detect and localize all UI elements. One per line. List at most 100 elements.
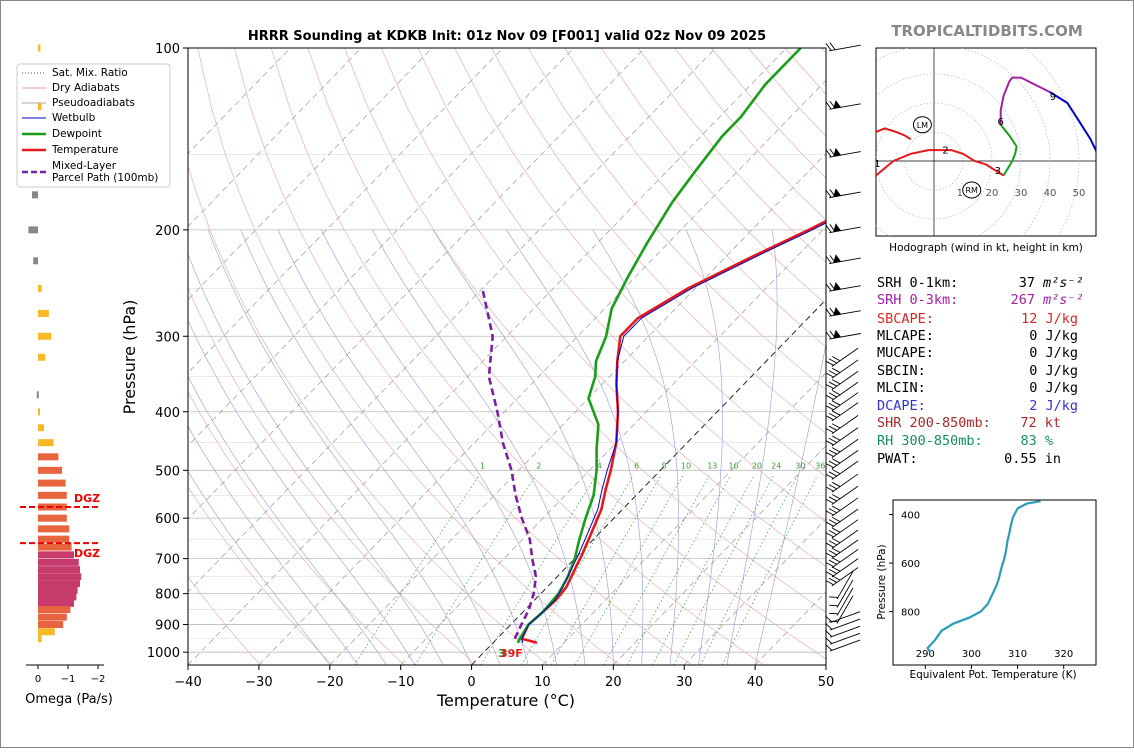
hodograph-height-label: 6 bbox=[998, 117, 1004, 128]
shr-value: 72 kt bbox=[1020, 415, 1061, 431]
mlcape-value: 0 J/kg bbox=[1029, 328, 1078, 344]
mixing-ratio-label: 20 bbox=[752, 461, 762, 470]
srh03-label: SRH 0-3km: bbox=[877, 292, 958, 308]
x-tick-label: 40 bbox=[747, 675, 764, 690]
omega-bar bbox=[38, 600, 74, 607]
y-tick-label: 200 bbox=[155, 224, 180, 239]
omega-bar bbox=[38, 45, 40, 52]
legend: Sat. Mix. Ratio Dry Adiabats Pseudoadiab… bbox=[17, 64, 170, 187]
srh01-unit: m²s⁻² bbox=[1042, 275, 1084, 291]
omega-bar bbox=[38, 566, 80, 573]
omega-bar bbox=[38, 559, 79, 566]
omega-bar bbox=[37, 391, 39, 398]
theta-e-x-label: Equivalent Pot. Temperature (K) bbox=[909, 669, 1076, 681]
omega-bar bbox=[38, 614, 67, 621]
mlcin-label: MLCIN: bbox=[877, 380, 926, 396]
legend-dry-adiabats: Dry Adiabats bbox=[52, 82, 120, 94]
y-axis-label: Pressure (hPa) bbox=[120, 300, 139, 415]
rh-value: 83 % bbox=[1020, 433, 1053, 449]
theta-e-y-label: Pressure (hPa) bbox=[876, 544, 888, 619]
srh03-value: 267 bbox=[1011, 292, 1035, 308]
omega-bar bbox=[38, 515, 67, 522]
chart-title: HRRR Sounding at KDKB Init: 01z Nov 09 [… bbox=[248, 29, 766, 44]
mucape-label: MUCAPE: bbox=[877, 345, 934, 361]
mixing-ratio-label: 13 bbox=[707, 461, 717, 470]
brand-watermark: TROPICALTIDBITS.COM bbox=[891, 22, 1083, 40]
omega-bar bbox=[38, 480, 66, 487]
y-tick-label: 500 bbox=[155, 464, 180, 479]
theta-e-x-tick-label: 290 bbox=[916, 649, 935, 660]
legend-parcel-line: Mixed-Layer bbox=[52, 160, 117, 172]
mucape-value: 0 J/kg bbox=[1029, 345, 1078, 361]
x-axis-label: Temperature (°C) bbox=[436, 691, 575, 710]
storm-motion-label: LM bbox=[917, 121, 928, 130]
y-tick-label: 700 bbox=[155, 553, 180, 568]
omega-bar bbox=[38, 467, 62, 474]
omega-bar bbox=[28, 226, 38, 233]
dcape-value: 2 J/kg bbox=[1029, 398, 1078, 414]
omega-bar bbox=[38, 453, 58, 460]
omega-bar bbox=[38, 439, 54, 446]
hodograph-frame bbox=[876, 48, 1096, 236]
mixing-ratio-label: 30 bbox=[795, 461, 805, 470]
y-tick-label: 1000 bbox=[147, 646, 180, 661]
sbcape-value: 12 J/kg bbox=[1021, 311, 1078, 327]
sbcape-label: SBCAPE: bbox=[877, 311, 934, 327]
omega-bar bbox=[38, 492, 67, 499]
omega-bar bbox=[38, 580, 80, 587]
srh03-unit: m²s⁻² bbox=[1042, 292, 1084, 308]
hodograph-ring-label: 20 bbox=[986, 188, 999, 199]
omega-bar bbox=[38, 544, 72, 551]
hodograph-ring-label: 50 bbox=[1073, 188, 1086, 199]
y-tick-label: 600 bbox=[155, 512, 180, 527]
omega-tick-label: 0 bbox=[35, 674, 41, 685]
x-tick-label: −40 bbox=[174, 675, 201, 690]
legend-parcel-line: Parcel Path (100mb) bbox=[52, 172, 158, 184]
x-tick-label: 0 bbox=[467, 675, 475, 690]
omega-bar bbox=[38, 333, 51, 340]
x-tick-label: −10 bbox=[387, 675, 414, 690]
srh01-label: SRH 0-1km: bbox=[877, 275, 958, 291]
x-tick-label: −20 bbox=[316, 675, 343, 690]
hodograph-height-label: 2 bbox=[942, 145, 948, 156]
hodograph-height-label: 3 bbox=[995, 166, 1001, 177]
sbcin-value: 0 J/kg bbox=[1029, 363, 1078, 379]
omega-tick-label: −1 bbox=[61, 674, 76, 685]
hodograph-ring-label: 40 bbox=[1044, 188, 1057, 199]
y-tick-label: 900 bbox=[155, 619, 180, 634]
omega-bar bbox=[38, 587, 78, 594]
pwat-value: 0.55 in bbox=[1004, 451, 1061, 467]
legend-mix-ratio: Sat. Mix. Ratio bbox=[52, 67, 128, 79]
surface-temperature-label: 39F bbox=[500, 647, 523, 660]
mixing-ratio-label: 6 bbox=[634, 461, 639, 470]
hodograph-caption: Hodograph (wind in kt, height in km) bbox=[889, 242, 1083, 254]
dgz-top-label: DGZ bbox=[74, 492, 100, 505]
legend-dewpoint: Dewpoint bbox=[52, 128, 102, 140]
pwat-label: PWAT: bbox=[877, 451, 918, 467]
sbcin-label: SBCIN: bbox=[877, 363, 926, 379]
theta-e-x-tick-label: 310 bbox=[1008, 649, 1027, 660]
legend-wetbulb: Wetbulb bbox=[52, 112, 96, 124]
omega-bar bbox=[38, 551, 74, 558]
omega-bar bbox=[38, 635, 42, 642]
theta-e-y-tick-label: 400 bbox=[901, 511, 920, 522]
theta-e-frame bbox=[893, 500, 1096, 665]
x-tick-label: 50 bbox=[818, 675, 835, 690]
mixing-ratio-label: 16 bbox=[728, 461, 738, 470]
legend-pseudoadiabats: Pseudoadiabats bbox=[52, 97, 135, 109]
omega-bar bbox=[38, 285, 42, 292]
srh01-value: 37 bbox=[1019, 275, 1035, 291]
x-tick-label: −30 bbox=[245, 675, 272, 690]
x-tick-label: 10 bbox=[534, 675, 551, 690]
y-tick-label: 800 bbox=[155, 588, 180, 603]
shr-label: SHR 200-850mb: bbox=[877, 415, 991, 431]
mlcape-label: MLCAPE: bbox=[877, 328, 934, 344]
x-tick-label: 20 bbox=[605, 675, 622, 690]
mixing-ratio-label: 10 bbox=[681, 461, 691, 470]
dgz-bottom-label: DGZ bbox=[74, 547, 100, 560]
mixing-ratio-label: 1 bbox=[480, 461, 485, 470]
theta-e-x-tick-label: 300 bbox=[962, 649, 981, 660]
